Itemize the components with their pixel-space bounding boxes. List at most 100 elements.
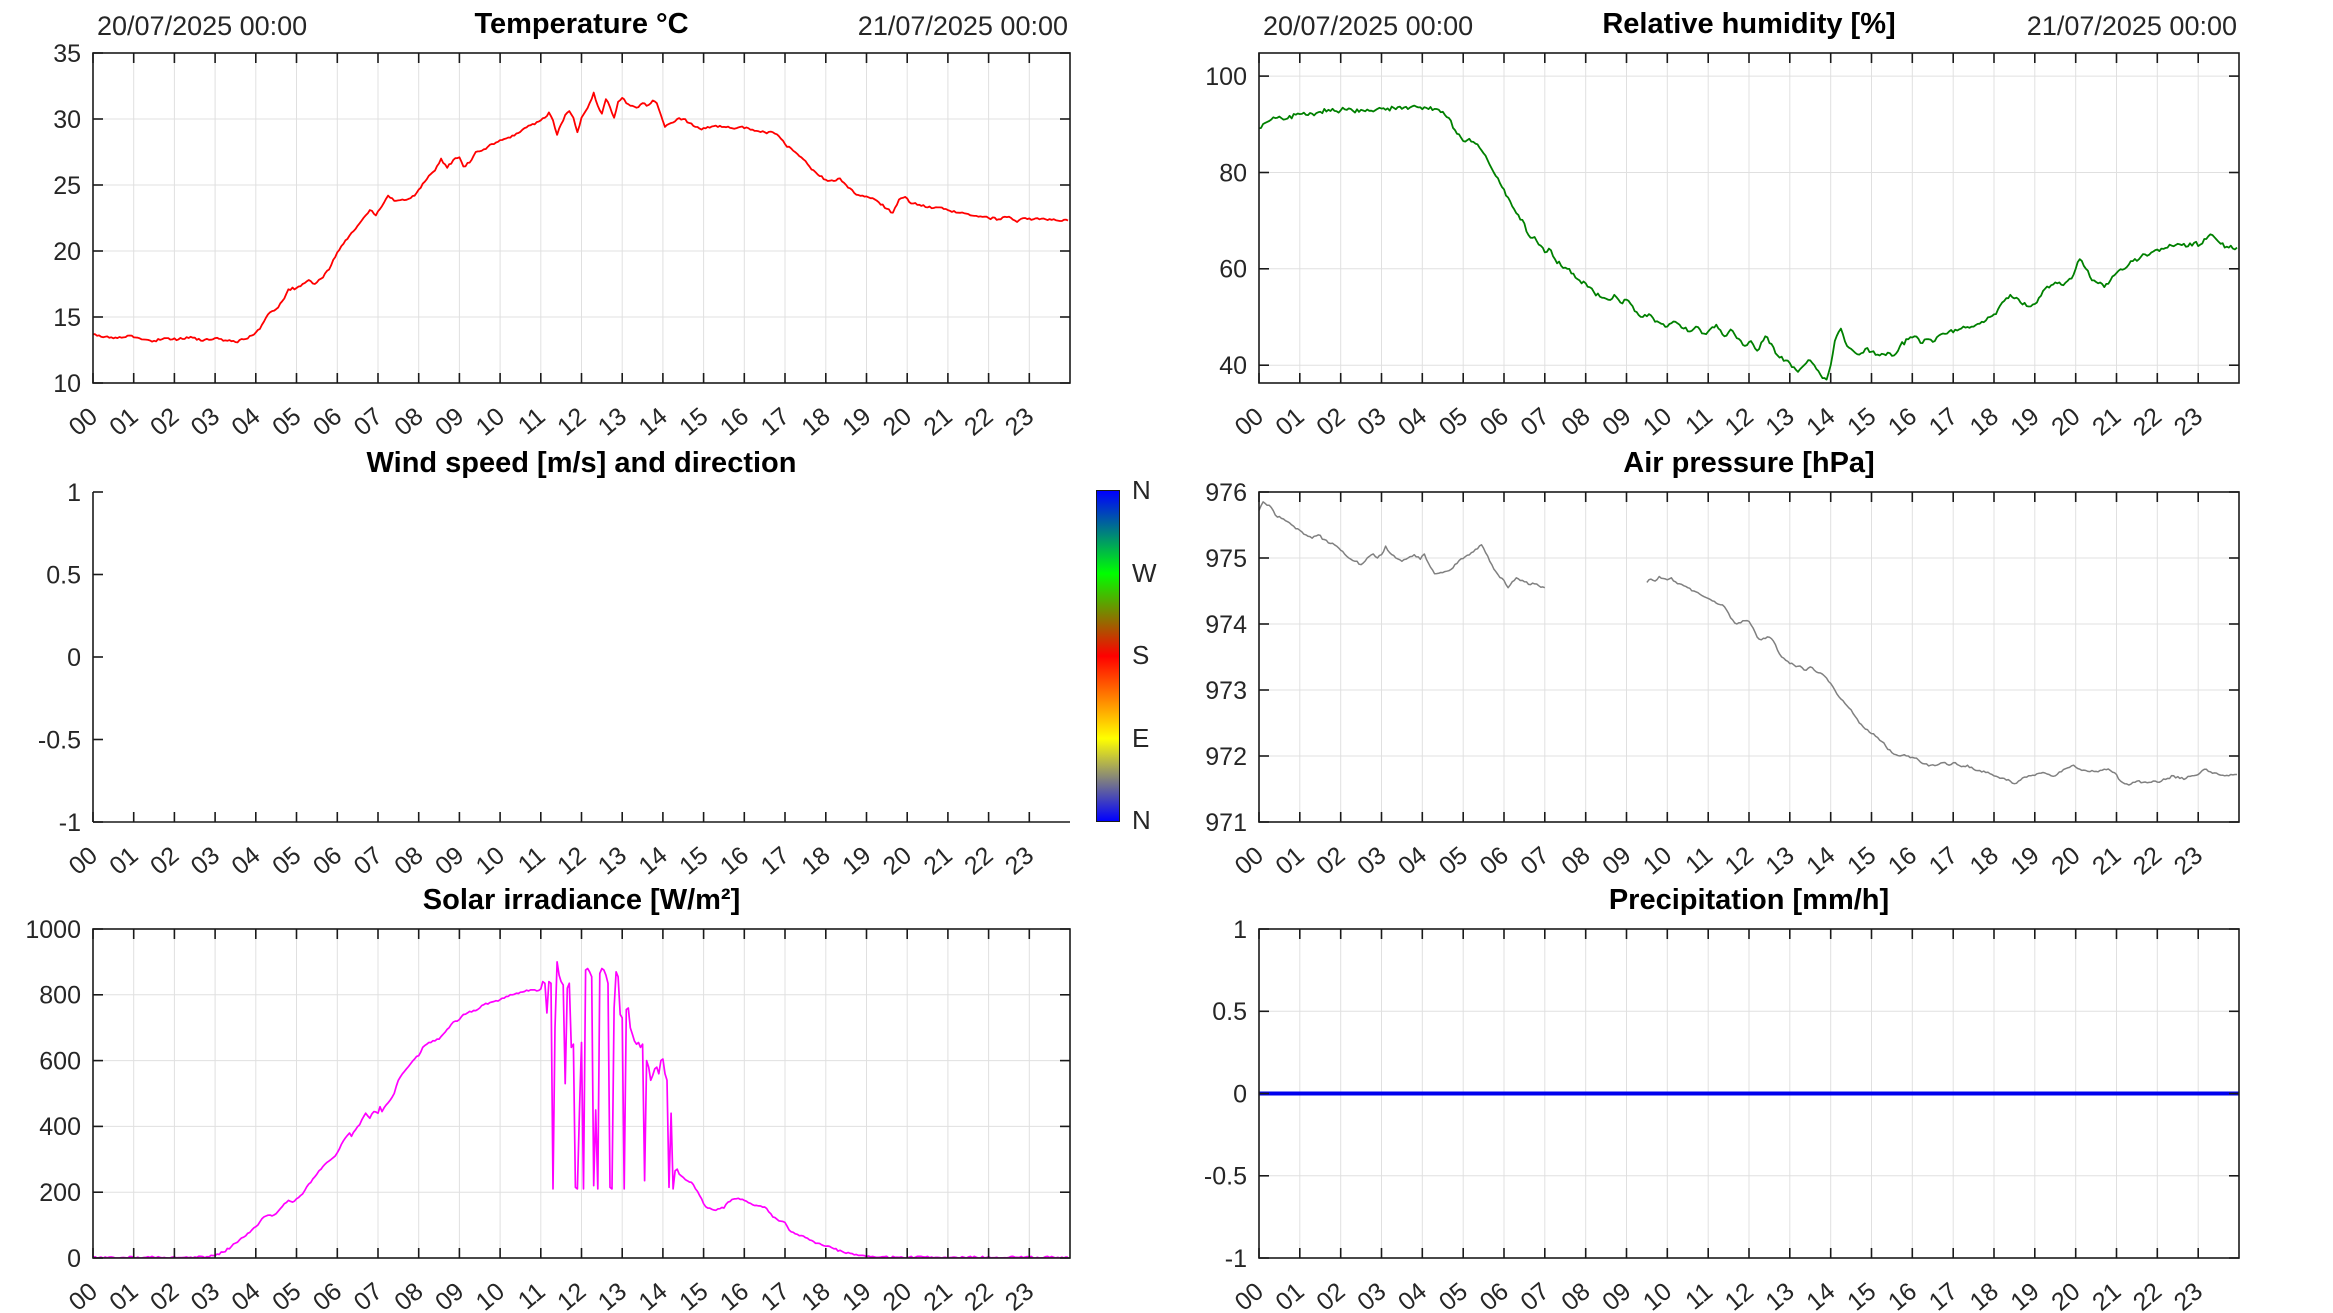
y-tick-label: 80	[1219, 159, 1247, 187]
x-tick-label: 10	[1638, 1277, 1677, 1313]
y-tick-label: 600	[39, 1047, 81, 1075]
x-tick-label: 16	[715, 841, 754, 880]
x-tick-label: 20	[2046, 841, 2085, 880]
x-tick-label: 19	[837, 1277, 876, 1313]
x-tick-label: 13	[1760, 402, 1799, 441]
colorbar-label-w: W	[1132, 557, 1157, 588]
x-tick-label: 03	[1352, 841, 1391, 880]
x-tick-label: 13	[593, 841, 632, 880]
x-tick-label: 10	[471, 1277, 510, 1313]
x-tick-label: 15	[674, 1277, 713, 1313]
x-tick-label: 08	[1556, 1277, 1595, 1313]
x-tick-label: 23	[1000, 841, 1039, 880]
x-tick-label: 11	[1680, 841, 1718, 879]
x-tick-label: 18	[1965, 1277, 2004, 1313]
x-tick-label: 15	[674, 841, 713, 880]
x-tick-label: 05	[267, 1277, 306, 1313]
x-tick-label: 05	[267, 402, 306, 441]
x-tick-label: 20	[878, 402, 917, 441]
wind-title: Wind speed [m/s] and direction	[366, 447, 797, 479]
y-tick-label: 10	[53, 370, 81, 398]
x-tick-label: 15	[1842, 1277, 1881, 1313]
x-tick-label: 05	[1434, 1277, 1473, 1313]
humidity-date-end: 21/07/2025 00:00	[2026, 11, 2237, 41]
x-tick-label: 05	[1434, 402, 1473, 441]
x-tick-label: 12	[1720, 841, 1759, 880]
x-tick-label: 04	[226, 841, 265, 880]
humidity-title: Relative humidity [%]	[1602, 8, 1896, 40]
x-tick-label: 06	[1475, 402, 1514, 441]
x-tick-label: 18	[1965, 402, 2004, 441]
x-tick-label: 10	[471, 841, 510, 880]
temperature-title: Temperature °C	[474, 8, 689, 40]
x-tick-label: 00	[1230, 841, 1269, 880]
y-tick-label: 1000	[25, 916, 81, 944]
x-tick-label: 22	[2128, 1277, 2167, 1313]
x-tick-label: 00	[64, 841, 103, 880]
x-tick-label: 07	[1515, 402, 1554, 441]
x-tick-label: 02	[1311, 841, 1350, 880]
x-tick-label: 20	[2046, 1277, 2085, 1313]
y-tick-label: 20	[53, 238, 81, 266]
y-tick-label: 800	[39, 982, 81, 1010]
y-tick-label: 15	[53, 304, 81, 332]
y-tick-label: 975	[1205, 545, 1247, 573]
x-tick-label: 02	[1311, 1277, 1350, 1313]
x-tick-label: 10	[1638, 402, 1677, 441]
x-tick-label: 04	[1393, 841, 1432, 880]
x-tick-label: 23	[2169, 402, 2208, 441]
temperature-date-end: 21/07/2025 00:00	[857, 11, 1068, 41]
x-tick-label: 01	[104, 1277, 143, 1313]
y-tick-label: 0	[1233, 1080, 1247, 1108]
x-tick-label: 11	[1680, 1277, 1718, 1313]
x-tick-label: 16	[1883, 402, 1922, 441]
x-tick-label: 11	[513, 841, 551, 879]
x-tick-label: 02	[145, 841, 184, 880]
x-tick-label: 20	[2046, 402, 2085, 441]
x-tick-label: 07	[1515, 1277, 1554, 1313]
x-tick-label: 08	[389, 841, 428, 880]
y-tick-label: 0	[67, 644, 81, 672]
x-tick-label: 01	[104, 841, 143, 880]
x-tick-label: 21	[918, 402, 957, 441]
x-tick-label: 07	[1515, 841, 1554, 880]
x-tick-label: 03	[1352, 1277, 1391, 1313]
y-tick-label: 100	[1205, 63, 1247, 91]
x-tick-label: 02	[145, 402, 184, 441]
x-tick-label: 15	[1842, 402, 1881, 441]
x-tick-label: 13	[1760, 841, 1799, 880]
x-tick-label: 18	[796, 841, 835, 880]
y-tick-label: 974	[1205, 611, 1247, 639]
y-tick-label: 400	[39, 1113, 81, 1141]
y-tick-label: 971	[1205, 809, 1247, 837]
solar-plot: 00 01 02 03 04 05 06 07 08 09 10 11 12 13 14 15 16 17 18 19…	[25, 916, 1071, 1313]
x-tick-label: 14	[633, 841, 672, 880]
pressure-plot: 00 01 02 03 04 05 06 07 08 09 10 11 12 13 14 15 16 17 18 19…	[1205, 479, 2240, 880]
x-tick-label: 17	[756, 402, 795, 441]
colorbar-label-n: N	[1132, 475, 1151, 505]
x-tick-label: 10	[1638, 841, 1677, 880]
y-tick-label: -1	[1225, 1245, 1247, 1273]
x-tick-label: 04	[1393, 1277, 1432, 1313]
x-tick-label: 23	[1000, 402, 1039, 441]
y-tick-label: 25	[53, 172, 81, 200]
x-tick-label: 00	[64, 402, 103, 441]
x-tick-label: 08	[1556, 841, 1595, 880]
x-tick-label: 06	[308, 402, 347, 441]
x-tick-label: 20	[878, 1277, 917, 1313]
x-tick-label: 16	[1883, 841, 1922, 880]
temperature-plot: 00 01 02 03 04 05 06 07 08 09 10 11 12 13 14 15 16 17 18 19…	[53, 40, 1071, 441]
x-tick-label: 22	[959, 402, 998, 441]
x-tick-label: 09	[1597, 1277, 1636, 1313]
temperature-date-start: 20/07/2025 00:00	[97, 11, 308, 41]
x-tick-label: 21	[918, 841, 957, 880]
x-tick-label: 03	[1352, 402, 1391, 441]
x-tick-label: 12	[552, 402, 591, 441]
x-tick-label: 09	[1597, 841, 1636, 880]
x-tick-label: 12	[1720, 1277, 1759, 1313]
x-tick-label: 19	[837, 402, 876, 441]
y-tick-label: 976	[1205, 479, 1247, 507]
x-tick-label: 11	[1680, 402, 1718, 440]
x-tick-label: 22	[2128, 841, 2167, 880]
x-tick-label: 16	[715, 402, 754, 441]
